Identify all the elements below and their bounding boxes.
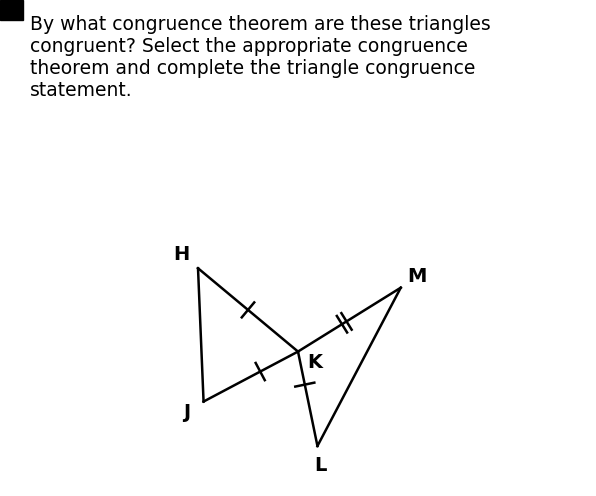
Text: By what congruence theorem are these triangles
congruent? Select the appropriate: By what congruence theorem are these tri… bbox=[30, 15, 491, 100]
Text: H: H bbox=[173, 245, 190, 264]
Text: J: J bbox=[184, 403, 191, 422]
Text: M: M bbox=[408, 267, 427, 286]
Text: L: L bbox=[314, 456, 327, 475]
Text: K: K bbox=[307, 353, 322, 372]
